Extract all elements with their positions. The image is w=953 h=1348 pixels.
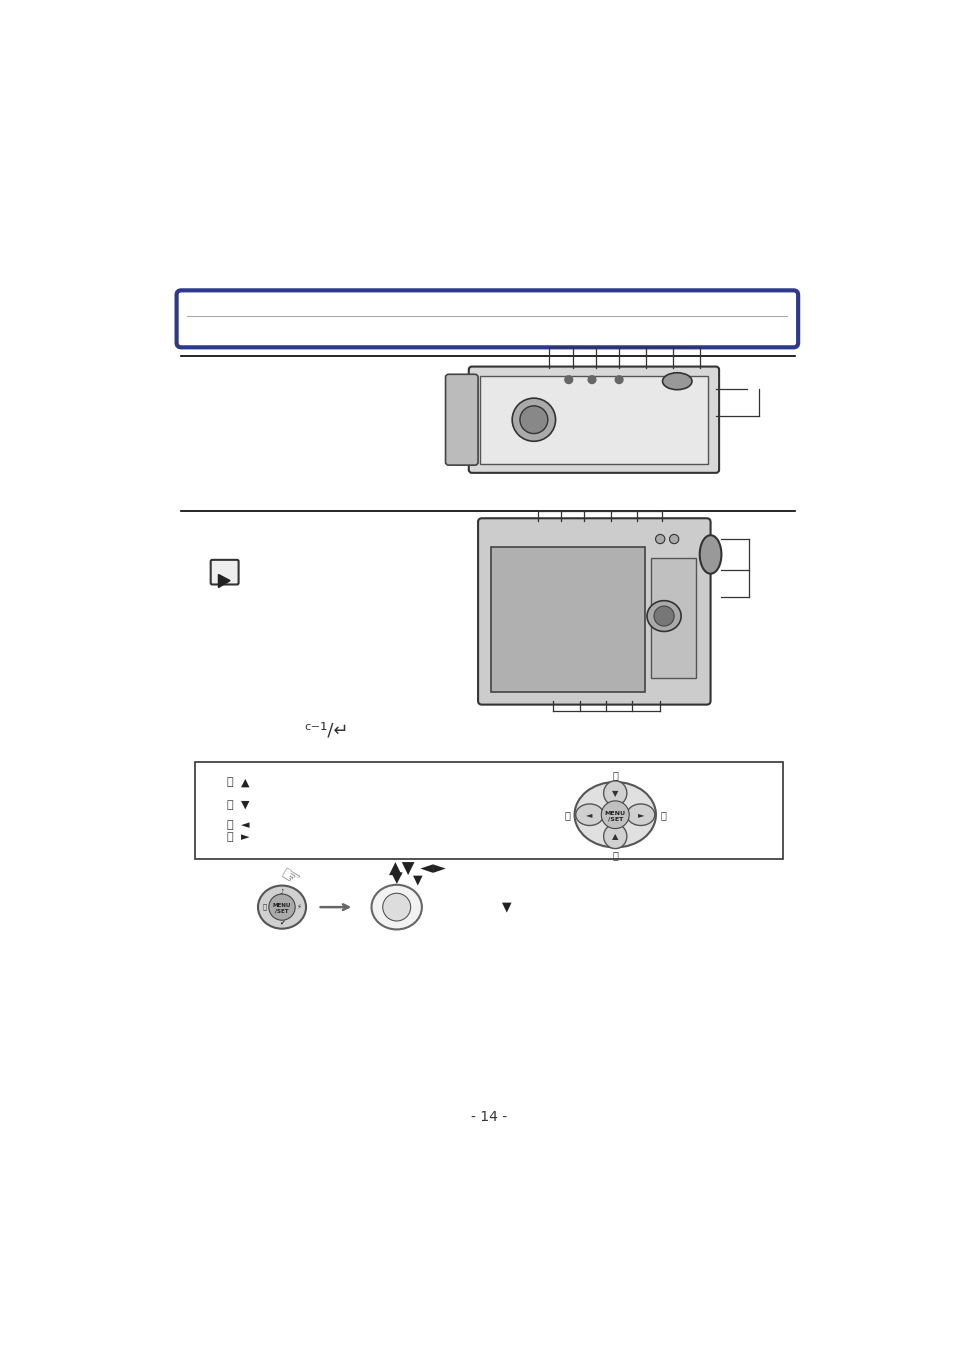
Text: ▲▼ ◄►: ▲▼ ◄► xyxy=(389,860,446,878)
Circle shape xyxy=(587,376,596,384)
Text: ⚡: ⚡ xyxy=(296,905,301,910)
Text: ▼: ▼ xyxy=(241,799,249,810)
FancyBboxPatch shape xyxy=(176,290,798,348)
Ellipse shape xyxy=(257,886,306,929)
Ellipse shape xyxy=(661,373,691,390)
Text: ▲: ▲ xyxy=(612,832,618,841)
Ellipse shape xyxy=(646,601,680,631)
Circle shape xyxy=(654,607,674,625)
Ellipse shape xyxy=(626,803,654,825)
Text: ►: ► xyxy=(241,832,249,842)
Ellipse shape xyxy=(603,824,626,849)
FancyBboxPatch shape xyxy=(211,559,238,585)
Text: Ⓑ: Ⓑ xyxy=(227,799,233,810)
Text: Ⓓ: Ⓓ xyxy=(659,810,665,820)
Text: ⌛: ⌛ xyxy=(262,903,267,910)
Text: Ⓐ: Ⓐ xyxy=(227,778,233,787)
Ellipse shape xyxy=(699,535,720,574)
Text: MENU: MENU xyxy=(273,903,291,909)
Text: Ⓒ: Ⓒ xyxy=(227,821,233,830)
Circle shape xyxy=(655,534,664,543)
Circle shape xyxy=(382,894,410,921)
Text: /SET: /SET xyxy=(607,816,622,821)
FancyBboxPatch shape xyxy=(445,375,477,465)
Polygon shape xyxy=(218,574,230,588)
Text: Ⓓ: Ⓓ xyxy=(227,832,233,842)
FancyBboxPatch shape xyxy=(468,367,719,473)
Text: ▼: ▼ xyxy=(413,874,422,887)
Text: Ⓐ: Ⓐ xyxy=(612,849,618,860)
Bar xyxy=(491,547,644,692)
Ellipse shape xyxy=(603,780,626,806)
Text: - 14 -: - 14 - xyxy=(471,1109,506,1124)
Text: ▼: ▼ xyxy=(612,789,618,798)
Ellipse shape xyxy=(574,782,656,848)
Circle shape xyxy=(519,406,547,434)
Text: ▲: ▲ xyxy=(241,778,249,787)
Text: ☞: ☞ xyxy=(274,864,301,891)
Circle shape xyxy=(600,801,629,829)
Circle shape xyxy=(669,534,679,543)
Ellipse shape xyxy=(575,803,603,825)
Bar xyxy=(650,558,695,678)
Text: Ⓒ: Ⓒ xyxy=(563,810,570,820)
Circle shape xyxy=(269,894,294,921)
Text: ▼: ▼ xyxy=(501,900,511,914)
Text: /SET: /SET xyxy=(275,909,289,914)
Text: ♪: ♪ xyxy=(279,888,284,895)
Bar xyxy=(479,376,707,464)
Text: ◄: ◄ xyxy=(586,810,593,820)
Circle shape xyxy=(512,398,555,441)
FancyBboxPatch shape xyxy=(477,518,710,705)
Text: ▼: ▼ xyxy=(391,871,402,886)
Text: Ⓑ: Ⓑ xyxy=(612,770,618,779)
Ellipse shape xyxy=(371,884,421,930)
Circle shape xyxy=(564,376,572,384)
Text: ◄: ◄ xyxy=(241,821,249,830)
Circle shape xyxy=(615,376,622,384)
Text: ►: ► xyxy=(637,810,643,820)
Text: ᶜ⁻¹/↵: ᶜ⁻¹/↵ xyxy=(304,721,349,739)
Text: ✔: ✔ xyxy=(279,919,285,926)
Bar xyxy=(195,763,781,859)
Text: MENU: MENU xyxy=(604,810,625,816)
